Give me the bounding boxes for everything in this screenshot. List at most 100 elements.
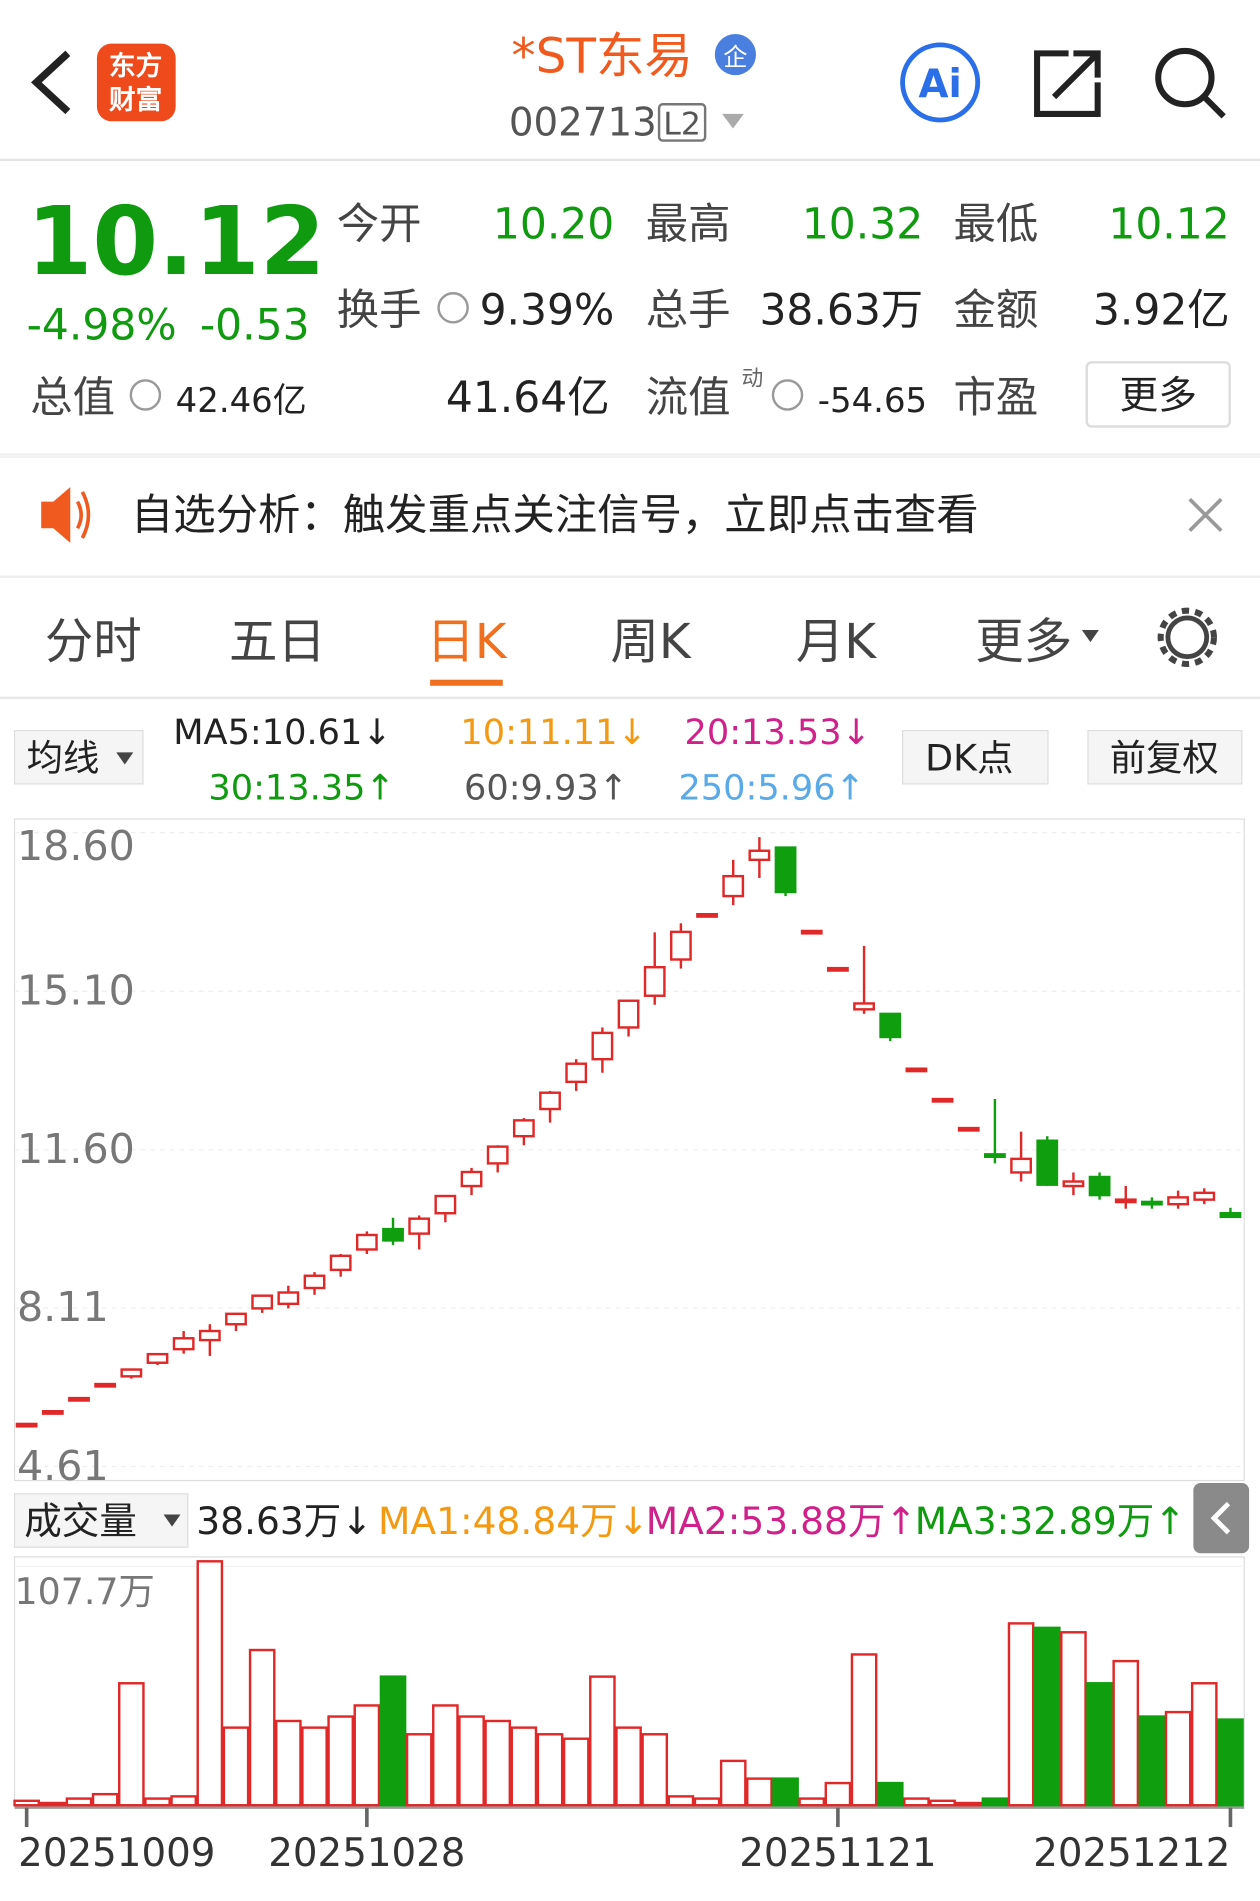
field-label: 流值 xyxy=(646,373,731,422)
badge-text: 企 xyxy=(723,43,747,71)
price: 10.12 xyxy=(27,187,326,297)
candle-body xyxy=(1010,1157,1032,1174)
volume-bar xyxy=(929,1799,956,1807)
candle-body xyxy=(120,1368,143,1378)
close-notice[interactable] xyxy=(1188,497,1223,532)
volume-bar xyxy=(13,1799,40,1807)
volume-bar xyxy=(850,1653,878,1807)
volume-bar xyxy=(589,1675,616,1807)
volume-bar xyxy=(1086,1682,1113,1807)
candle-body xyxy=(94,1382,117,1388)
dk-text: DK点 xyxy=(925,737,1013,780)
tab[interactable]: 更多 xyxy=(975,614,1072,670)
volume-bar xyxy=(222,1726,250,1807)
volume-bar xyxy=(615,1726,642,1807)
tab[interactable]: 周K xyxy=(610,614,691,670)
candle-body xyxy=(68,1396,90,1402)
ma-value: 30:13.35↑ xyxy=(208,768,395,809)
settings-button[interactable] xyxy=(1165,615,1210,660)
volume-bar xyxy=(1190,1682,1218,1807)
candle-body xyxy=(905,1067,928,1073)
ma-value: 60:9.93↑ xyxy=(464,768,628,809)
volume-bar xyxy=(510,1726,538,1807)
volume-bar xyxy=(772,1777,799,1807)
candle-body xyxy=(617,999,640,1029)
info-icon xyxy=(437,292,469,324)
candle-body xyxy=(722,874,745,898)
tab[interactable]: 分时 xyxy=(45,614,142,670)
candle-body xyxy=(669,930,692,961)
ma-value: 250:5.96↑ xyxy=(678,768,865,809)
volume-bar xyxy=(876,1781,904,1807)
volume-bar xyxy=(144,1797,171,1807)
candle-body xyxy=(1088,1175,1111,1197)
candle-body xyxy=(1167,1196,1190,1206)
level: L2 xyxy=(663,107,701,143)
volume-ma: MA1:48.84万↓ xyxy=(378,1499,649,1543)
volume-bar xyxy=(65,1797,93,1807)
candle-body xyxy=(434,1194,457,1215)
ma-value: MA5:10.61↓ xyxy=(173,712,392,753)
more-button[interactable] xyxy=(1085,361,1231,428)
candle-body xyxy=(251,1294,274,1310)
dropdown[interactable] xyxy=(722,113,744,129)
divider xyxy=(0,453,1260,459)
y-tick-label: 15.10 xyxy=(17,967,135,1015)
candle-body xyxy=(355,1233,378,1251)
volume-select[interactable] xyxy=(13,1493,189,1548)
quote-fields: 今开 10.20 最高 10.32 最低 10.12 换手 9.39% 总手 38.63万 金额 3.… xyxy=(30,200,1229,422)
tab[interactable]: 日K xyxy=(426,614,507,670)
back-button[interactable] xyxy=(30,50,71,115)
volume-bar xyxy=(118,1682,145,1807)
ma-select-text: 均线 xyxy=(27,737,100,780)
logo-text: 东方 xyxy=(109,51,162,82)
adjust-button[interactable] xyxy=(1087,730,1243,785)
volume-bar xyxy=(39,1801,67,1807)
change: -0.53 xyxy=(200,300,310,349)
candle-body xyxy=(15,1422,38,1428)
candle-body xyxy=(565,1062,588,1084)
dk-button[interactable] xyxy=(901,730,1049,785)
candle-body xyxy=(277,1291,300,1306)
x-tick-label: 20251121 xyxy=(739,1831,936,1876)
logo xyxy=(96,43,176,122)
volume-bar xyxy=(327,1715,355,1807)
pe-superscript: 动 xyxy=(741,366,763,391)
candle-body xyxy=(198,1329,221,1342)
settings-gear xyxy=(1157,607,1217,667)
volume-bar xyxy=(91,1792,119,1807)
volume-bar xyxy=(432,1704,459,1807)
search-button[interactable] xyxy=(1155,47,1215,108)
volume-bar xyxy=(641,1733,669,1807)
volume-bar xyxy=(903,1797,930,1807)
candle-body xyxy=(1114,1198,1137,1204)
field-value: 10.20 xyxy=(493,200,614,249)
change-pct: -4.98% xyxy=(27,300,177,349)
candle-body xyxy=(329,1254,352,1272)
field-label: 金额 xyxy=(953,286,1038,335)
field-value: 42.46亿 xyxy=(176,381,307,420)
volume-bar xyxy=(275,1719,302,1807)
volume-bar xyxy=(955,1801,983,1807)
share-button[interactable] xyxy=(1034,50,1101,117)
volume-bar xyxy=(798,1797,826,1807)
candle-body xyxy=(1036,1139,1059,1186)
volume-bar xyxy=(1138,1715,1166,1807)
notice-text[interactable]: 自选分析：触发重点关注信号，立即点击查看 xyxy=(131,490,979,539)
tab[interactable]: 五日 xyxy=(229,614,326,670)
more-text: 更多 xyxy=(1119,373,1197,418)
tab[interactable]: 月K xyxy=(796,614,877,670)
dropdown xyxy=(116,752,134,765)
stock-title: *ST东易 xyxy=(511,29,693,85)
candle-body xyxy=(460,1170,483,1188)
volume-bar xyxy=(353,1704,381,1807)
ai-button[interactable] xyxy=(900,42,981,123)
dropdown xyxy=(1081,630,1099,643)
candle-body xyxy=(957,1126,980,1132)
collapse-icon xyxy=(1210,1501,1231,1535)
collapse-button[interactable] xyxy=(1193,1482,1250,1554)
field-value: 9.39% xyxy=(480,286,615,335)
x-tick-label: 20251028 xyxy=(268,1831,465,1876)
volume-ma: MA3:32.89万↑ xyxy=(915,1499,1186,1543)
volume-bar xyxy=(379,1675,407,1807)
